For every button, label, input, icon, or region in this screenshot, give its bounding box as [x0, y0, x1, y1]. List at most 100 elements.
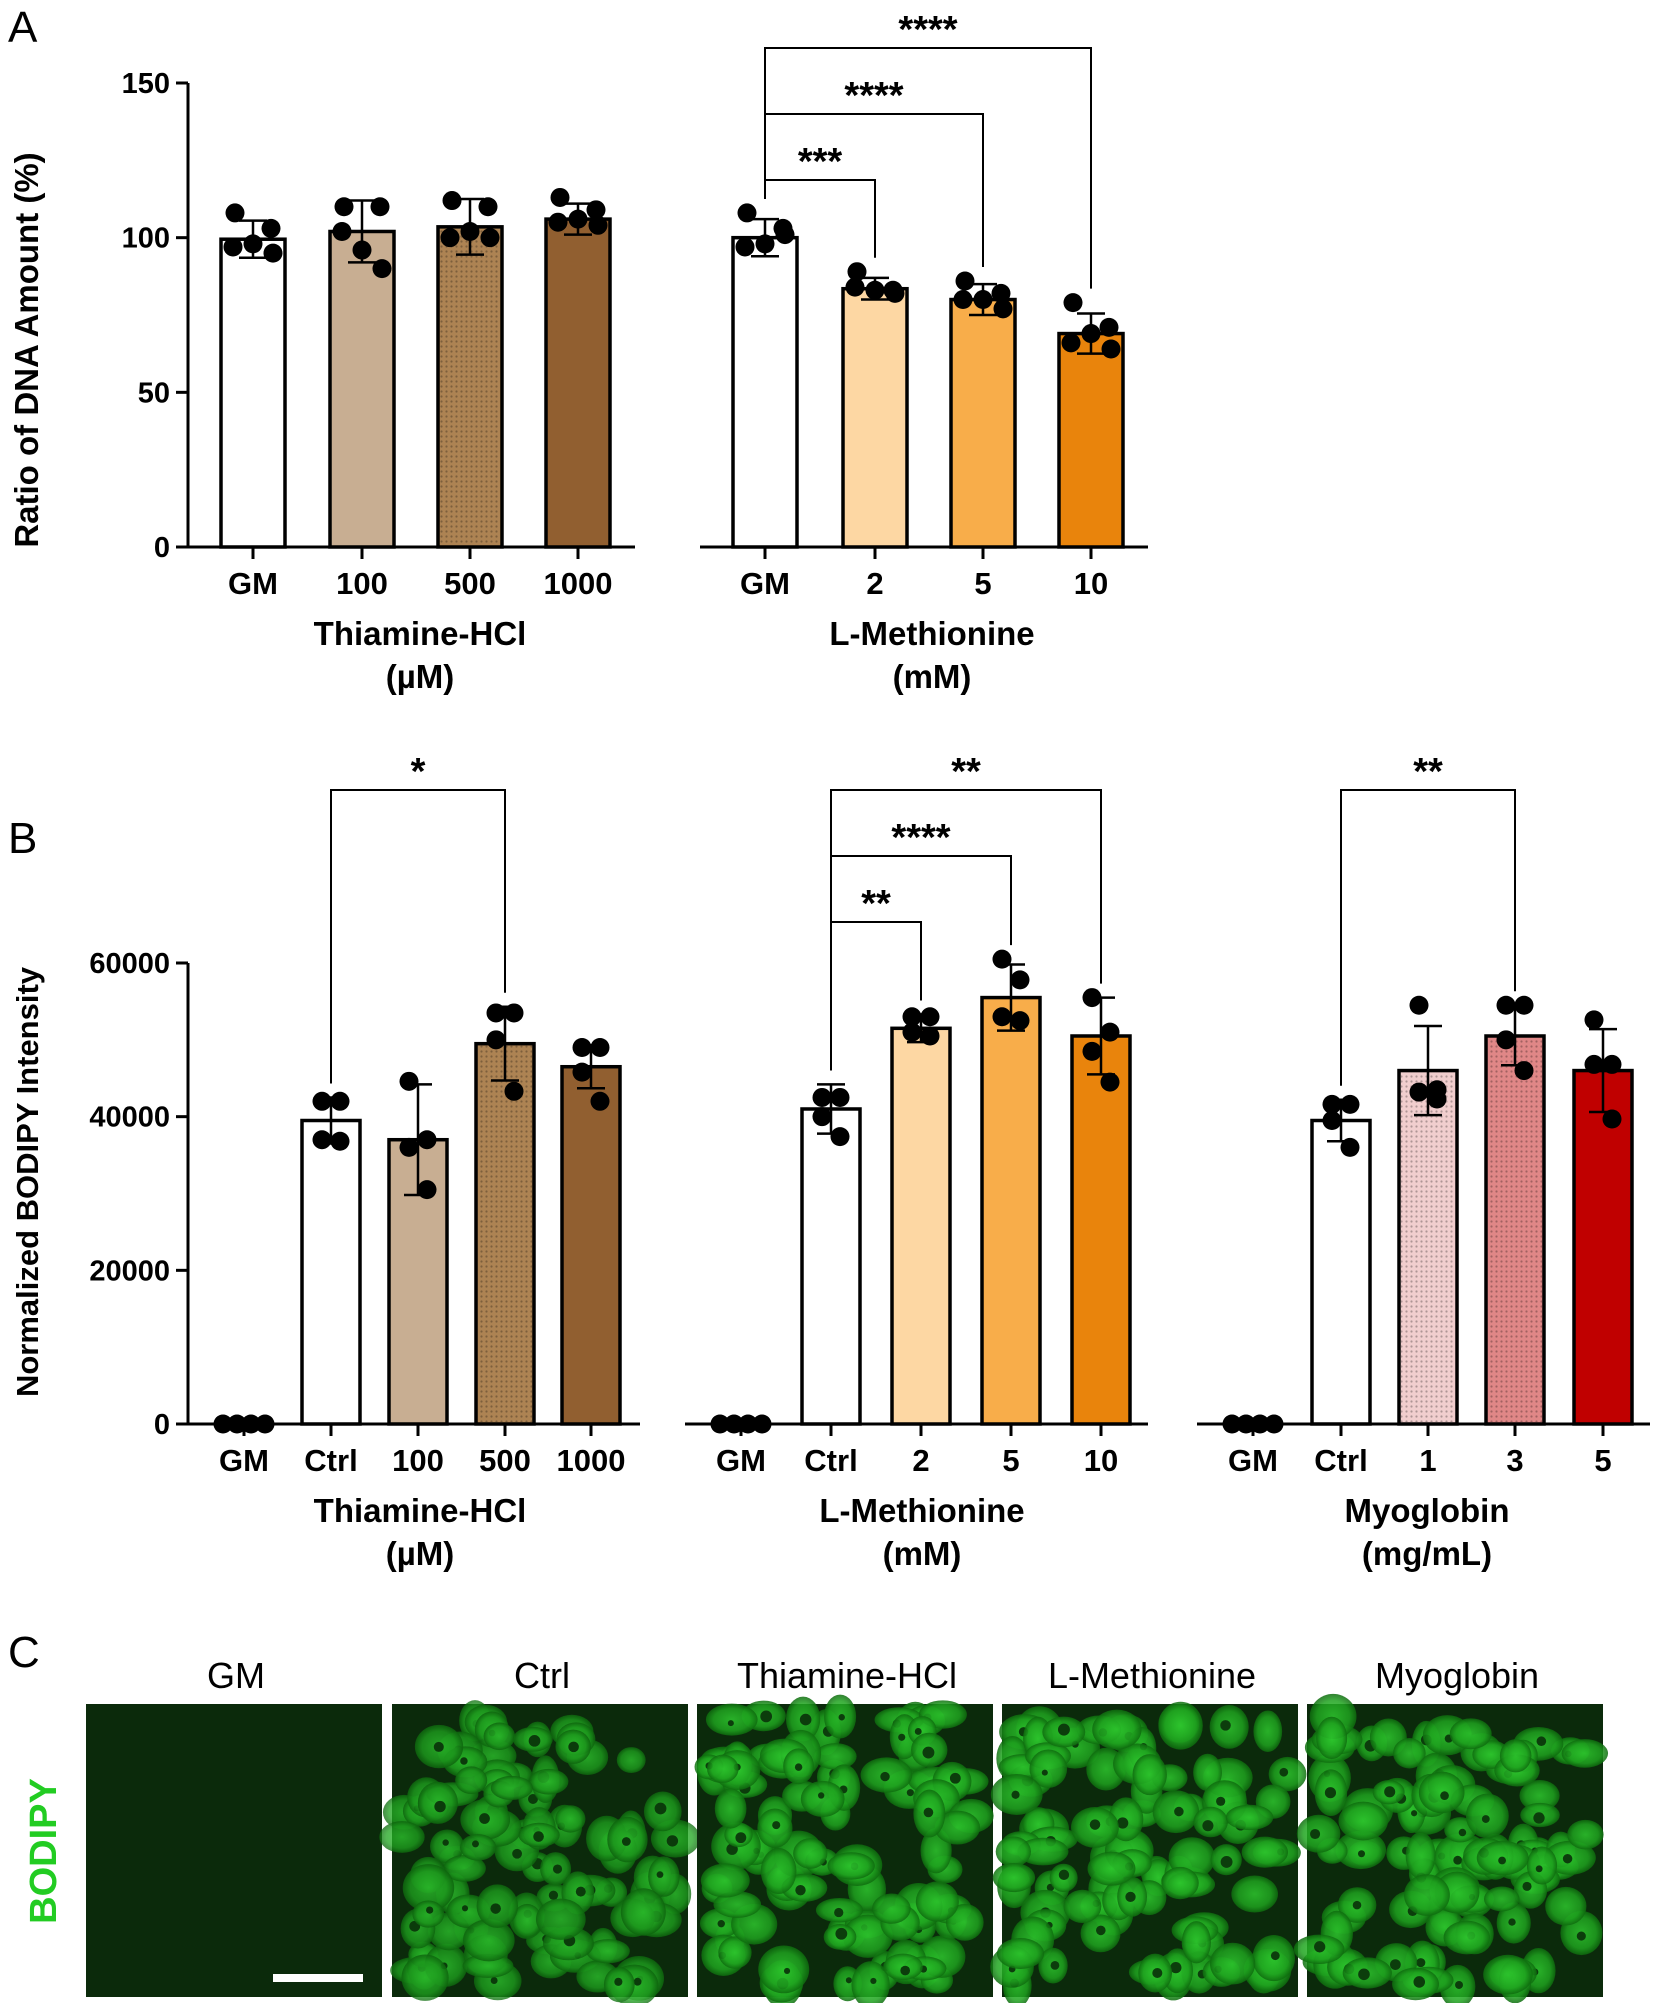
panel-b-data-point [920, 1007, 940, 1027]
cell [402, 1864, 455, 1912]
cell-nucleus [1440, 1791, 1449, 1800]
cell-nucleus [442, 1839, 449, 1846]
panel-b-category-label: 10 [1084, 1443, 1118, 1478]
panel-c-row-label: BODIPY [23, 1778, 65, 1924]
cell-nucleus [533, 1831, 544, 1842]
cell [1092, 1709, 1142, 1750]
cell [1499, 1739, 1532, 1773]
panel-a-data-point [480, 228, 500, 248]
panel-a-bar [1057, 331, 1125, 549]
cell-nucleus [772, 1821, 781, 1830]
panel-a-data-point [223, 237, 243, 257]
cell-nucleus [835, 1927, 848, 1940]
cell-nucleus [1220, 1720, 1231, 1731]
cell-nucleus [880, 1771, 890, 1782]
micrograph-cells-5 [1293, 1693, 1609, 2003]
panel-a-data-point [352, 240, 372, 260]
panel-b-group-3-title: Myoglobin [1345, 1492, 1510, 1529]
panel-b-group-2-unit: (mM) [883, 1535, 962, 1572]
panel-b-y-tick-label: 60000 [89, 948, 170, 980]
panel-b-data-point [590, 1038, 610, 1058]
cell [705, 1703, 758, 1736]
cell [379, 1821, 425, 1853]
micrograph-cells-2 [379, 1700, 700, 2003]
cell-nucleus [1310, 1828, 1321, 1840]
panel-b-data-point [1427, 1089, 1447, 1109]
cell [1029, 1749, 1068, 1788]
panel-b-category-label: 5 [1594, 1443, 1611, 1478]
cell-nucleus [528, 1734, 541, 1747]
panel-b-data-point [902, 1022, 922, 1042]
cell [718, 1936, 752, 1969]
panel-b-data-point [724, 1414, 744, 1434]
cell [586, 1939, 630, 1964]
panel-b-bar [1310, 1118, 1372, 1426]
panel-b-data-point [330, 1091, 350, 1111]
panel-b-category-label: GM [1228, 1443, 1278, 1478]
panel-a-data-point [1063, 293, 1083, 313]
panel-b-significance-bracket [830, 789, 1102, 1071]
panel-letter-c: C [8, 1628, 40, 1677]
panel-b-category-label: 1000 [557, 1443, 626, 1478]
cell [915, 1881, 959, 1922]
panel-a-data-point [755, 234, 775, 254]
cell [1335, 1830, 1387, 1870]
panel-a-data-point [478, 197, 498, 217]
cell-nucleus [552, 1864, 563, 1874]
panel-a-data-point [735, 237, 755, 257]
cell-nucleus [717, 1919, 725, 1928]
cell-nucleus [845, 1977, 852, 1984]
cell-nucleus [1352, 1900, 1362, 1910]
panel-b-data-point [1100, 1022, 1120, 1042]
panel-a-data-point [568, 209, 588, 229]
cell-nucleus [1050, 1961, 1060, 1970]
panel-b-data-point [590, 1091, 610, 1111]
panel-b-data-point [710, 1414, 730, 1434]
panel-a-significance-label: *** [798, 141, 843, 183]
cell-nucleus [1576, 1931, 1586, 1941]
cell-nucleus [1117, 1817, 1129, 1829]
cell [707, 1754, 739, 1783]
cell-nucleus [621, 1837, 631, 1846]
panel-b-significance-label: ** [951, 751, 981, 793]
cell-nucleus [575, 1886, 586, 1897]
cell-nucleus [1057, 1723, 1070, 1736]
cell-nucleus [783, 1967, 791, 1975]
panel-a-bar [328, 229, 396, 549]
panel-a-category-label: 1000 [544, 566, 613, 601]
cell-nucleus [898, 1733, 906, 1741]
cell-nucleus [1270, 1951, 1280, 1961]
panel-b-data-point [241, 1414, 261, 1434]
cell [1253, 1710, 1283, 1752]
panel-b-data-point [1409, 1082, 1429, 1102]
cell-nucleus [1324, 1787, 1337, 1799]
cell [1241, 1836, 1288, 1868]
cell [758, 1945, 810, 1994]
cell-nucleus [1220, 1856, 1233, 1868]
panel-b-data-point [1222, 1414, 1242, 1434]
cell [1132, 1754, 1167, 1796]
cell [827, 1852, 875, 1880]
cell-nucleus [656, 1871, 664, 1878]
panel-b-data-point [752, 1414, 772, 1434]
cell [1158, 1701, 1203, 1750]
panel-a-data-point [550, 187, 570, 207]
cell-nucleus [1314, 1941, 1326, 1953]
panel-a-bar [544, 217, 612, 549]
panel-b-bar-texture [1488, 1037, 1542, 1422]
panel-a-group-2-unit: (mM) [893, 658, 972, 695]
panel-a-data-point [225, 203, 245, 223]
panel-b-data-point [399, 1137, 419, 1157]
cell [528, 1768, 569, 1795]
panel-a-data-point [586, 200, 606, 220]
panel-b-data-point [812, 1087, 832, 1107]
cell [714, 1788, 747, 1829]
panel-b-group-2-title: L-Methionine [819, 1492, 1024, 1529]
panel-a-significance-label: **** [898, 9, 957, 51]
cell [412, 1900, 445, 1928]
panel-a-y-tick-label: 0 [154, 532, 170, 564]
panel-a-data-point [1061, 333, 1081, 353]
panel-b-category-label: 1 [1419, 1443, 1436, 1478]
panel-a-category-label: GM [740, 566, 790, 601]
panel-a-data-point [261, 218, 281, 238]
